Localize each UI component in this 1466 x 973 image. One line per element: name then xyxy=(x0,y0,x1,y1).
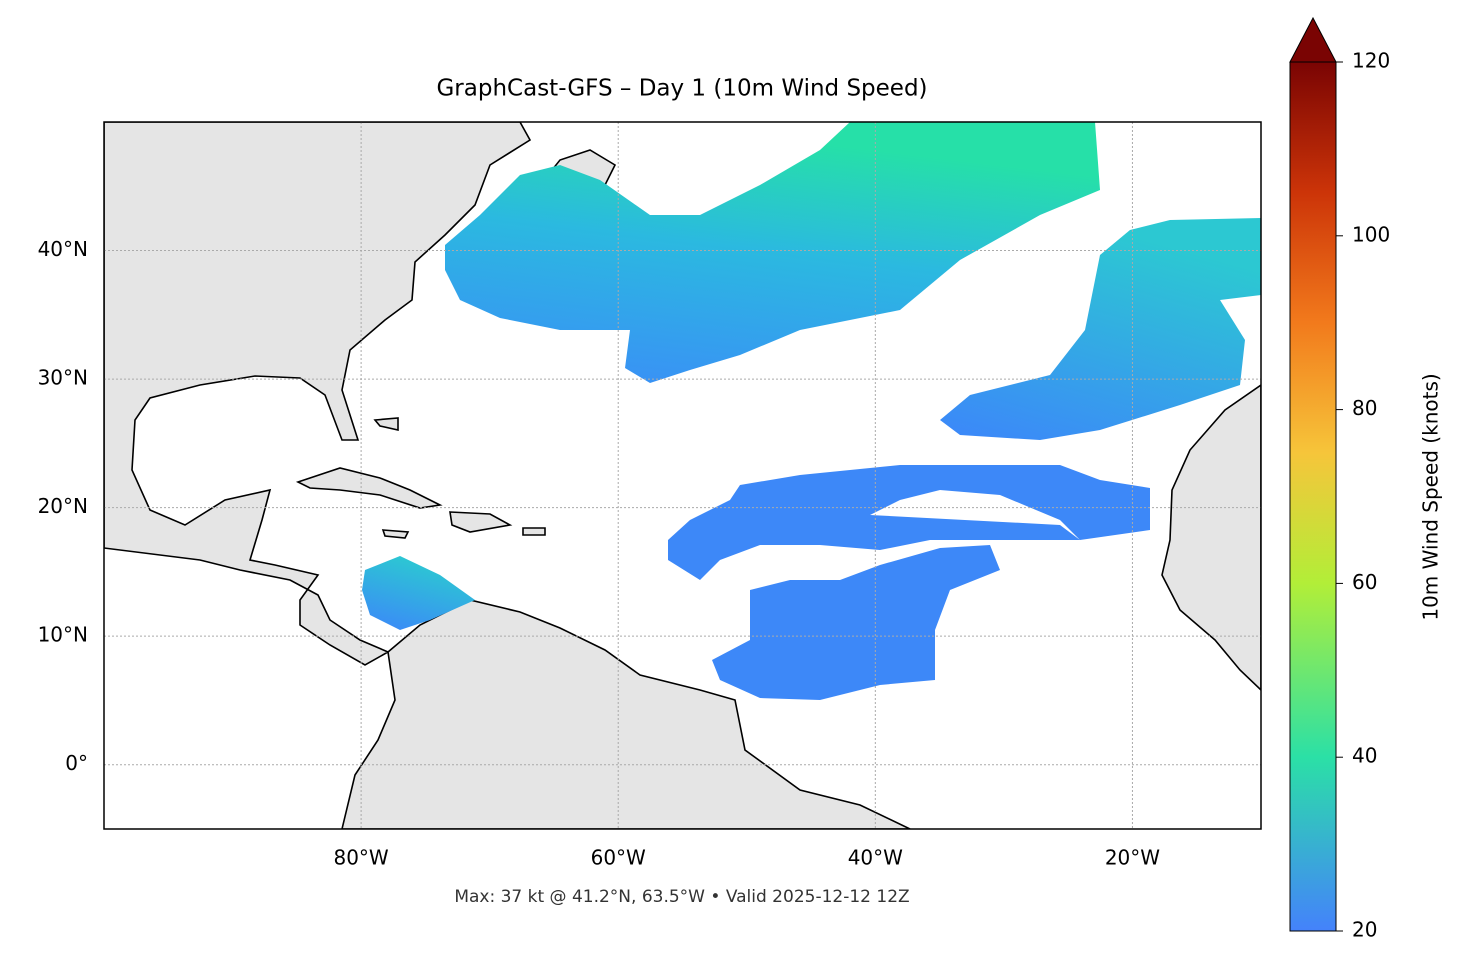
colorbar-tick-label: 40 xyxy=(1352,744,1377,768)
colorbar-tick-label: 60 xyxy=(1352,570,1377,594)
colorbar-extend xyxy=(1289,16,1337,63)
colorbar-tick-label: 20 xyxy=(1352,918,1377,942)
land xyxy=(1161,384,1261,692)
footer-note: Max: 37 kt @ 41.2°N, 63.5°W • Valid 2025… xyxy=(454,887,909,907)
colorbar-tick-label: 100 xyxy=(1352,222,1390,246)
colorbar-label: 10m Wind Speed (knots) xyxy=(1419,373,1443,620)
wind-area xyxy=(362,556,475,630)
land xyxy=(341,599,911,829)
y-tick-label: 40°N xyxy=(38,237,88,261)
y-tick-label: 0° xyxy=(65,751,88,775)
colorbar-tick-label: 80 xyxy=(1352,396,1377,420)
wind-area xyxy=(445,122,1100,383)
grid xyxy=(104,122,1261,829)
land xyxy=(104,122,532,666)
y-tick-label: 10°N xyxy=(38,623,88,647)
x-tick-label: 40°W xyxy=(848,846,903,870)
title: GraphCast-GFS – Day 1 (10m Wind Speed) xyxy=(436,76,927,102)
y-tick-label: 20°N xyxy=(38,494,88,518)
wind-area xyxy=(668,465,1150,580)
colorbar-tick-label: 120 xyxy=(1352,49,1390,73)
map-frame xyxy=(103,121,1262,830)
x-tick-label: 20°W xyxy=(1105,846,1160,870)
map-layers xyxy=(104,122,1261,829)
wind-area xyxy=(712,545,1000,700)
y-tick-label: 30°N xyxy=(38,366,88,390)
x-tick-label: 80°W xyxy=(333,846,388,870)
wind-area xyxy=(940,218,1261,440)
colorbar xyxy=(1289,61,1337,932)
x-tick-label: 60°W xyxy=(591,846,646,870)
